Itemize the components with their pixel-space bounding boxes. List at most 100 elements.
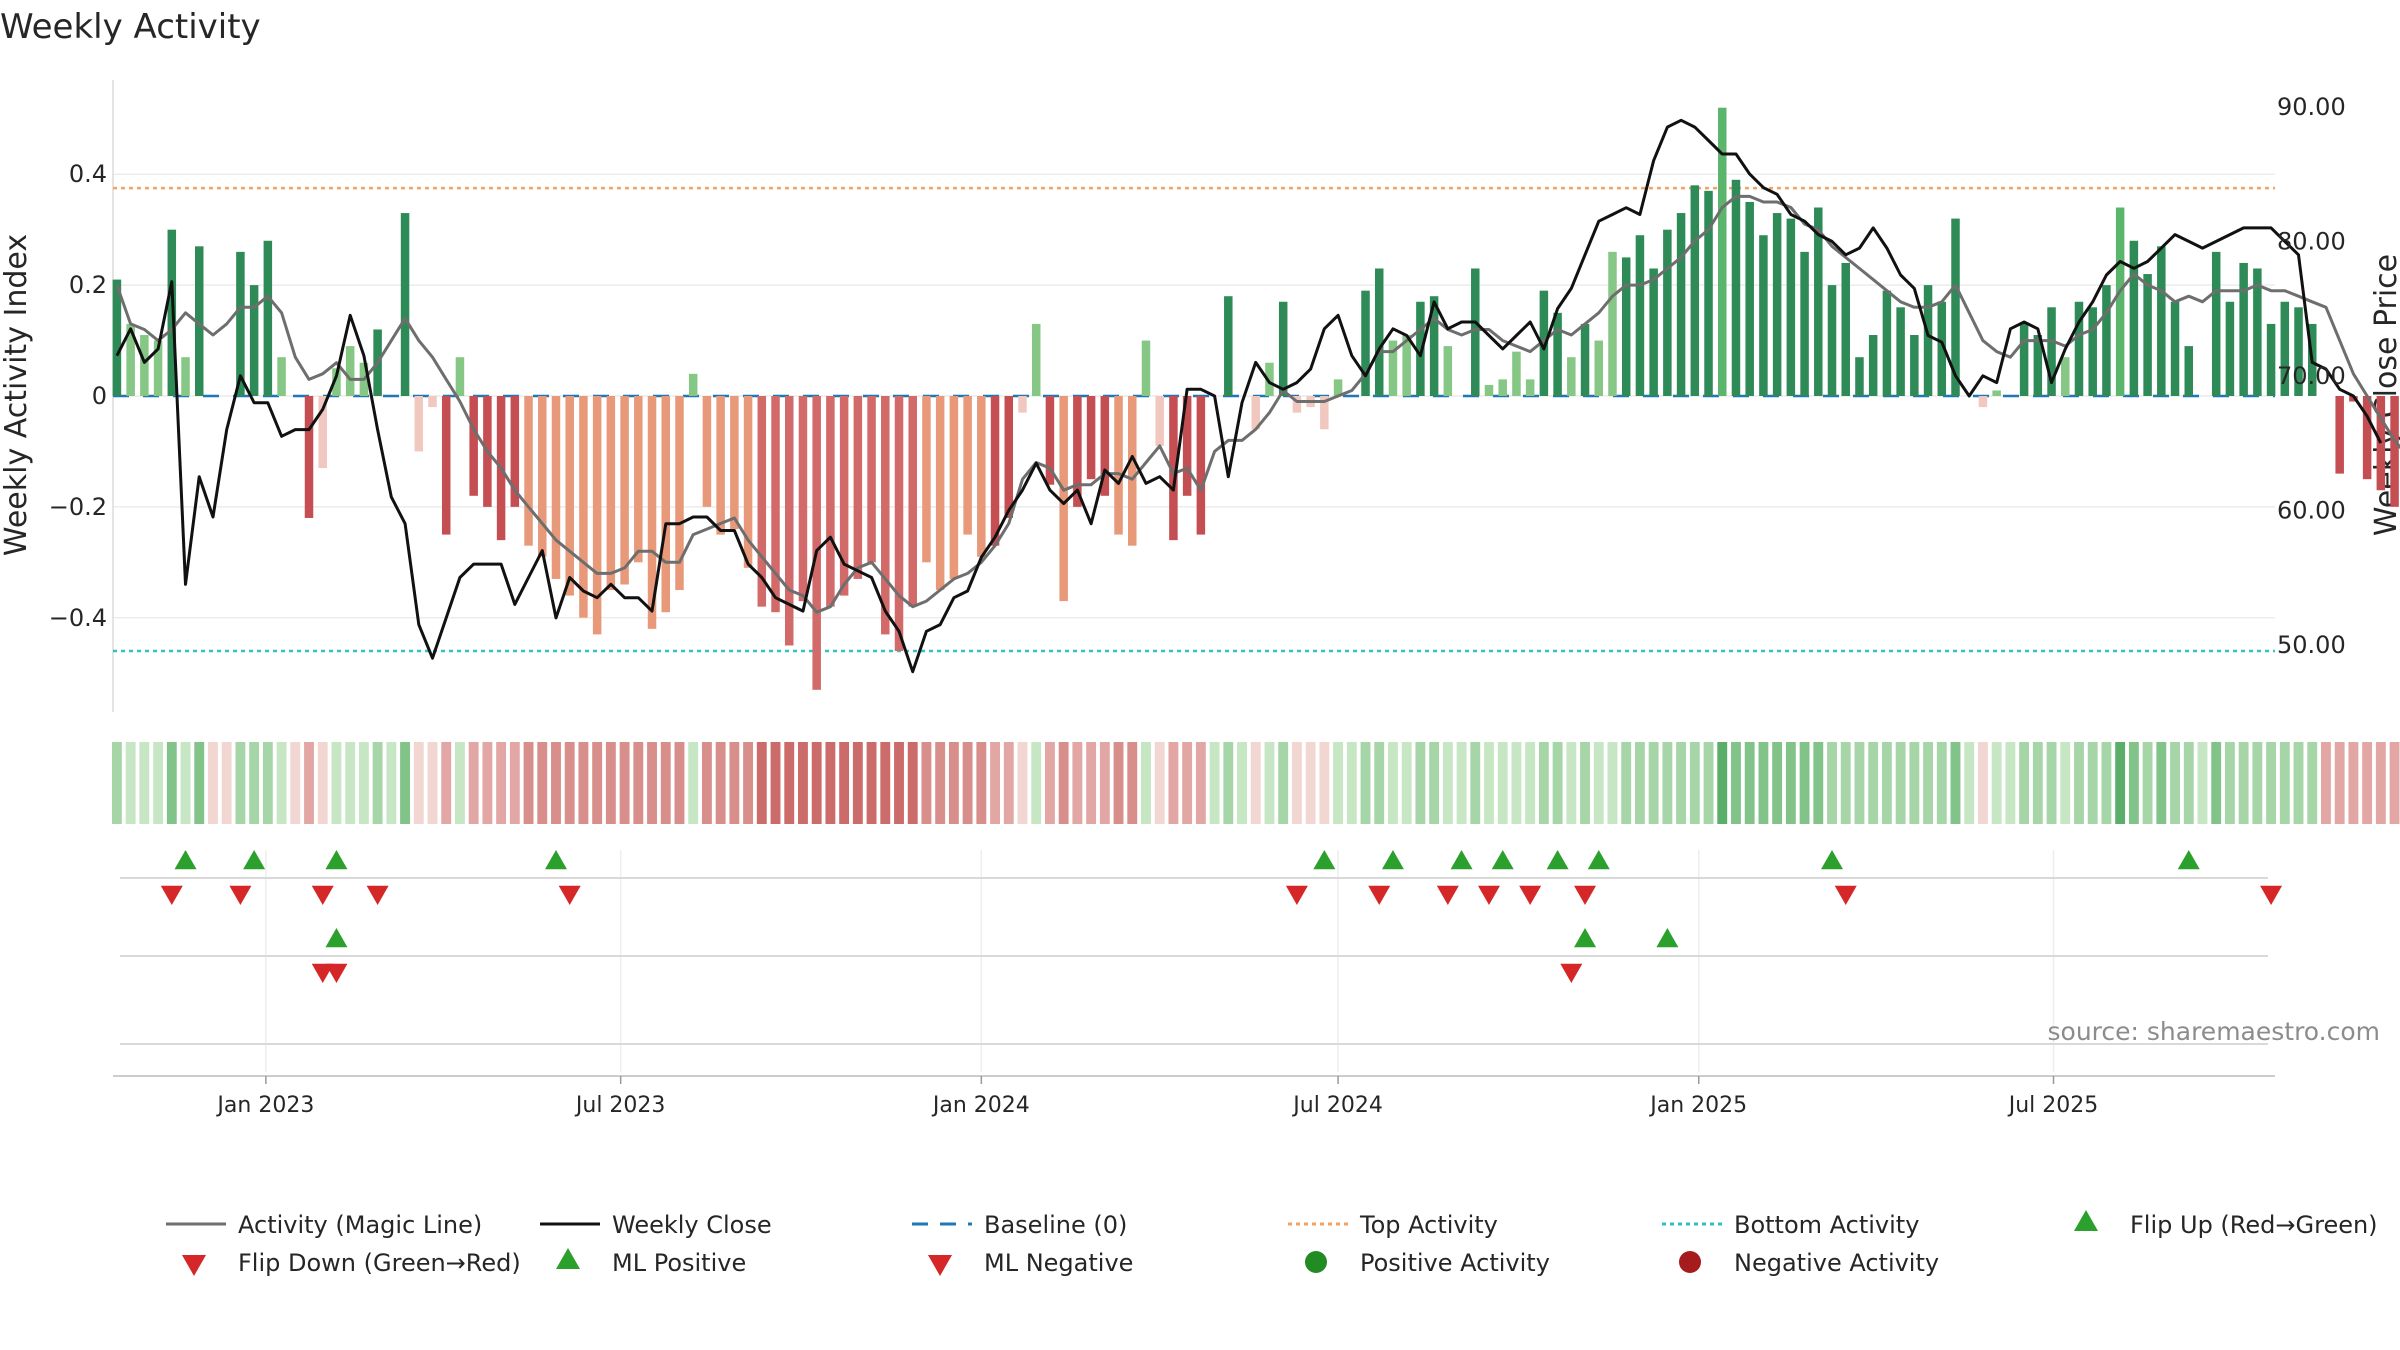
strip-cell [1264, 742, 1275, 824]
strip-cell [1497, 742, 1508, 824]
activity-bar [688, 373, 698, 396]
activity-bar [1896, 307, 1905, 396]
y-ticks: 0.4 0.2 0 −0.2 −0.4 90.00 80.00 70.00 60.00 50.00 [49, 93, 2346, 659]
strip-cell [2224, 742, 2235, 824]
ml-positive-marker [325, 928, 348, 948]
strip-cell [976, 742, 987, 824]
strip-cell [454, 742, 465, 824]
strip-cell [1621, 742, 1632, 824]
strip-cell [907, 742, 918, 824]
activity-bar [332, 368, 341, 396]
activity-bar [1841, 262, 1850, 396]
activity-bar [1800, 251, 1809, 396]
activity-bar [565, 396, 574, 596]
strip-cell [1017, 742, 1028, 824]
strip-cell [1154, 742, 1165, 824]
strip-cell [1072, 742, 1083, 824]
activity-bar [894, 396, 904, 652]
legend-swatch [928, 1255, 952, 1276]
activity-bar [1553, 312, 1562, 396]
ml-positive-marker [1574, 928, 1597, 948]
activity-bar [757, 396, 767, 607]
strip-cell [2321, 742, 2331, 824]
activity-bar [1608, 251, 1617, 396]
flip-down-marker [1436, 885, 1459, 905]
strip-cell [153, 742, 164, 824]
strip-cell [921, 742, 932, 824]
flip-down-marker [366, 885, 389, 905]
activity-bar [345, 346, 355, 396]
strip-cell [1799, 742, 1810, 824]
activity-bar [1361, 290, 1370, 396]
strip-cell [2389, 742, 2400, 824]
activity-bar [140, 335, 149, 396]
activity-bar [1031, 323, 1041, 396]
activity-bar [935, 396, 945, 591]
activity-bars [112, 107, 2399, 690]
strip-cell [1374, 742, 1385, 824]
strip-cell [2307, 742, 2318, 824]
flip-down-marker [1834, 885, 1857, 905]
activity-bar [1169, 396, 1178, 541]
activity-bar [2102, 285, 2111, 396]
activity-bar [1018, 396, 1027, 413]
strip-cell [2005, 742, 2016, 824]
flip-down-marker [1477, 885, 1500, 905]
strip-cell [1250, 742, 1261, 824]
strip-cell [1607, 742, 1618, 824]
strip-cell [1237, 742, 1247, 824]
legend-label: Bottom Activity [1734, 1211, 1919, 1239]
strip-cell [249, 742, 260, 824]
activity-bar [839, 396, 849, 596]
activity-bar [1621, 257, 1631, 396]
y-tick-left: 0.4 [69, 160, 107, 188]
activity-bar [2129, 240, 2139, 396]
activity-bar [867, 396, 876, 563]
activity-bar [1114, 396, 1123, 535]
legend-label: Positive Activity [1360, 1249, 1550, 1277]
activity-bar [1402, 335, 1411, 396]
activity-bar [2362, 396, 2372, 480]
strip-cell [1333, 742, 1344, 824]
flip-up-marker [243, 850, 266, 870]
strip-cell [1840, 742, 1851, 824]
activity-bar [510, 396, 520, 507]
strip-cell [1580, 742, 1590, 824]
strip-cell [866, 742, 877, 824]
activity-bar [1073, 396, 1082, 507]
activity-bar [1471, 268, 1480, 396]
strip-cell [1168, 742, 1179, 824]
activity-bar [428, 396, 437, 408]
strip-cell [2266, 742, 2277, 824]
strip-cell [1703, 742, 1714, 824]
strip-cell [166, 742, 177, 824]
activity-bar [1635, 235, 1645, 396]
flip-up-marker [1450, 850, 1473, 870]
activity-bar [2047, 307, 2056, 396]
weekly-close-line [115, 118, 2383, 674]
x-tick-label: Jan 2023 [215, 1093, 314, 1118]
legend-label: Activity (Magic Line) [238, 1211, 482, 1239]
strip-cell [894, 742, 904, 824]
strip-cell [1346, 742, 1357, 824]
strip-cell [592, 742, 603, 824]
activity-bar [414, 396, 424, 452]
activity-bar [194, 246, 204, 396]
activity-bar [1704, 190, 1713, 396]
activity-bar [908, 396, 917, 607]
strip-cell [194, 742, 205, 824]
flip-up-marker [1546, 850, 1569, 870]
strip-cell [1456, 742, 1467, 824]
strip-cell [564, 742, 575, 824]
strip-cell [798, 742, 808, 824]
activity-bar [606, 396, 616, 591]
activity-bar [1855, 357, 1864, 396]
strip-cell [1113, 742, 1124, 824]
strip-cell [2348, 742, 2359, 824]
activity-bar [592, 396, 602, 635]
strip-cell [345, 742, 356, 824]
strip-cell [1278, 742, 1289, 824]
legend-label: ML Positive [612, 1249, 746, 1277]
activity-bar [1278, 301, 1288, 396]
